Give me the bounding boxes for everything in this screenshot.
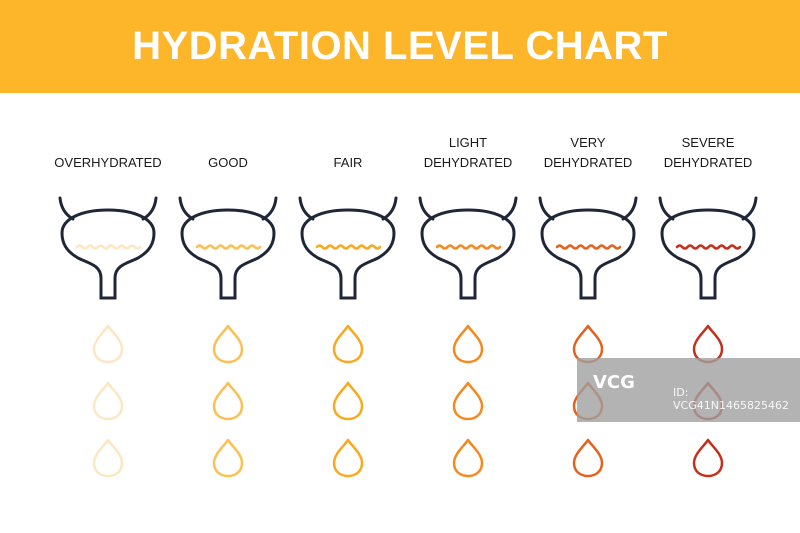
level-label: SEVERE DEHYDRATED (663, 135, 753, 170)
water-drop-icon (212, 381, 244, 421)
water-drop-icon (692, 324, 724, 364)
ureter-right (621, 196, 638, 221)
level-label: GOOD (208, 155, 248, 170)
ureter-right (261, 196, 278, 221)
urine-wave (195, 244, 262, 250)
ureter-left (298, 196, 315, 221)
bladder-outline (420, 208, 516, 300)
watermark: VCG ID: VCG41N1465825462 (577, 358, 800, 422)
urine-wave (555, 244, 622, 250)
urine-wave (435, 244, 502, 250)
water-drop-icon (452, 438, 484, 478)
watermark-logo: VCG (593, 372, 635, 393)
ureter-right (741, 196, 758, 221)
ureter-left (658, 196, 675, 221)
water-drop-icon (332, 438, 364, 478)
bladder-outline (540, 208, 636, 300)
ureter-left (538, 196, 555, 221)
water-drop-icon (332, 324, 364, 364)
bladder-outline (60, 208, 156, 300)
bladder-outline (180, 208, 276, 300)
ureter-right (501, 196, 518, 221)
bladder-icon (298, 196, 398, 300)
water-drop-icon (452, 324, 484, 364)
bladder-icon (658, 196, 758, 300)
level-label: VERY DEHYDRATED (543, 135, 633, 170)
bladder-icon (538, 196, 638, 300)
water-drop-icon (92, 438, 124, 478)
urine-wave (675, 244, 742, 250)
water-drop-icon (572, 324, 604, 364)
water-drop-icon (212, 438, 244, 478)
level-label: OVERHYDRATED (54, 155, 162, 170)
bladder-icon (58, 196, 158, 300)
ureter-right (141, 196, 158, 221)
watermark-id: ID: VCG41N1465825462 (673, 386, 789, 412)
ureter-right (381, 196, 398, 221)
ureter-left (418, 196, 435, 221)
water-drop-icon (452, 381, 484, 421)
water-drop-icon (692, 438, 724, 478)
urine-wave (75, 244, 142, 250)
bladder-icon (418, 196, 518, 300)
ureter-left (178, 196, 195, 221)
water-drop-icon (92, 381, 124, 421)
bladder-outline (660, 208, 756, 300)
level-label: LIGHT DEHYDRATED (423, 135, 513, 170)
water-drop-icon (212, 324, 244, 364)
water-drop-icon (572, 438, 604, 478)
urine-wave (315, 244, 382, 250)
water-drop-icon (332, 381, 364, 421)
bladder-outline (300, 208, 396, 300)
title-banner: HYDRATION LEVEL CHART (0, 0, 800, 93)
bladder-icon (178, 196, 278, 300)
level-label: FAIR (333, 155, 363, 170)
water-drop-icon (92, 324, 124, 364)
ureter-left (58, 196, 75, 221)
chart-title: HYDRATION LEVEL CHART (132, 24, 668, 68)
